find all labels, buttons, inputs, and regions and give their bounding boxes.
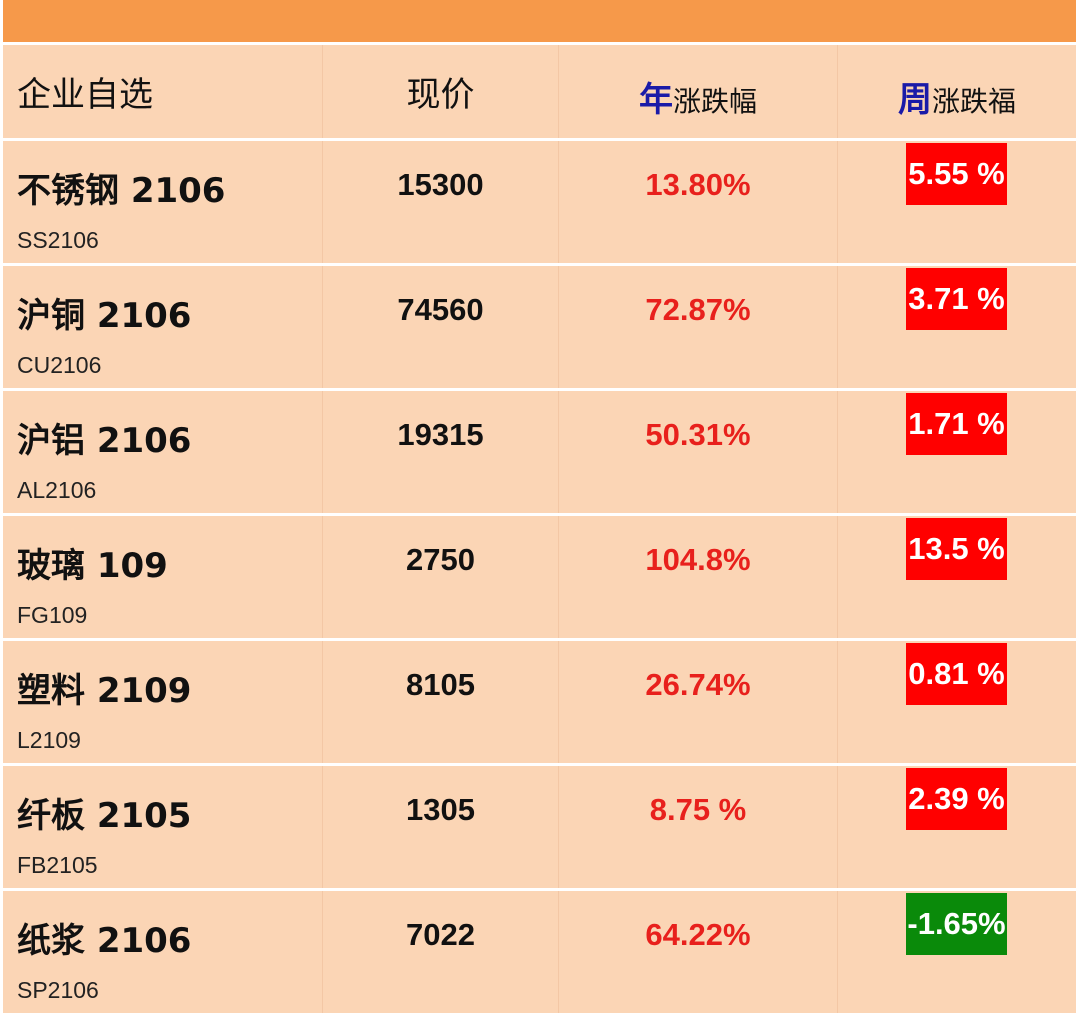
header-stock-label: 企业自选: [17, 75, 153, 115]
header-bar: [3, 0, 1076, 42]
instrument-code: SP2106: [17, 977, 99, 1003]
table-row[interactable]: 不锈钢 2106 SS2106 15300 13.80% 5.55 %: [3, 141, 1076, 263]
instrument-name: 纤板 2105: [17, 796, 192, 836]
table-header-row: 企业自选 现价 年涨跌幅 周涨跌福: [3, 45, 1076, 138]
instrument-code: FG109: [17, 602, 88, 628]
instrument-name: 玻璃 109: [17, 546, 168, 586]
year-change: 26.74%: [645, 667, 751, 702]
week-change-badge: 13.5 %: [906, 518, 1007, 580]
instrument-name: 不锈钢 2106: [17, 171, 226, 211]
header-year-rest: 涨跌幅: [672, 85, 757, 118]
current-price: 7022: [406, 917, 475, 952]
year-change: 104.8%: [645, 542, 751, 577]
header-year-change-label: 年涨跌幅: [559, 72, 837, 121]
week-change-badge: 5.55 %: [906, 143, 1007, 205]
header-week-rest: 涨跌福: [931, 85, 1016, 118]
table-row[interactable]: 纸浆 2106 SP2106 7022 64.22% -1.65%: [3, 891, 1076, 1013]
current-price: 19315: [397, 417, 484, 452]
table-row[interactable]: 玻璃 109 FG109 2750 104.8% 13.5 %: [3, 516, 1076, 638]
table-row[interactable]: 沪铜 2106 CU2106 74560 72.87% 3.71 %: [3, 266, 1076, 388]
instrument-code: SS2106: [17, 227, 99, 253]
instrument-code: CU2106: [17, 352, 102, 378]
year-change: 72.87%: [645, 292, 751, 327]
table-row[interactable]: 沪铝 2106 AL2106 19315 50.31% 1.71 %: [3, 391, 1076, 513]
current-price: 2750: [406, 542, 475, 577]
current-price: 8105: [406, 667, 475, 702]
instrument-name: 纸浆 2106: [17, 921, 192, 961]
year-change: 50.31%: [645, 417, 751, 452]
week-change-badge: 2.39 %: [906, 768, 1007, 830]
current-price: 1305: [406, 792, 475, 827]
header-price-label: 现价: [406, 75, 475, 115]
instrument-name: 沪铜 2106: [17, 296, 192, 336]
week-change-badge: 1.71 %: [906, 393, 1007, 455]
quote-table: 企业自选 现价 年涨跌幅 周涨跌福 不锈钢 2106 SS2106 15300 13.…: [3, 45, 1076, 1016]
header-week-mark: 周: [897, 80, 932, 120]
table-row[interactable]: 纤板 2105 FB2105 1305 8.75 % 2.39 %: [3, 766, 1076, 888]
week-change-badge: -1.65%: [906, 893, 1007, 955]
year-change: 64.22%: [645, 917, 751, 952]
current-price: 15300: [397, 167, 484, 202]
instrument-code: L2109: [17, 727, 81, 753]
week-change-badge: 0.81 %: [906, 643, 1007, 705]
instrument-code: AL2106: [17, 477, 97, 503]
current-price: 74560: [397, 292, 484, 327]
header-week-change-label: 周涨跌福: [838, 72, 1076, 121]
instrument-name: 沪铝 2106: [17, 421, 192, 461]
instrument-code: FB2105: [17, 852, 98, 878]
year-change: 13.80%: [645, 167, 751, 202]
year-change: 8.75 %: [649, 792, 747, 827]
instrument-name: 塑料 2109: [17, 671, 192, 711]
week-change-badge: 3.71 %: [906, 268, 1007, 330]
header-year-mark: 年: [638, 80, 673, 120]
table-row[interactable]: 塑料 2109 L2109 8105 26.74% 0.81 %: [3, 641, 1076, 763]
